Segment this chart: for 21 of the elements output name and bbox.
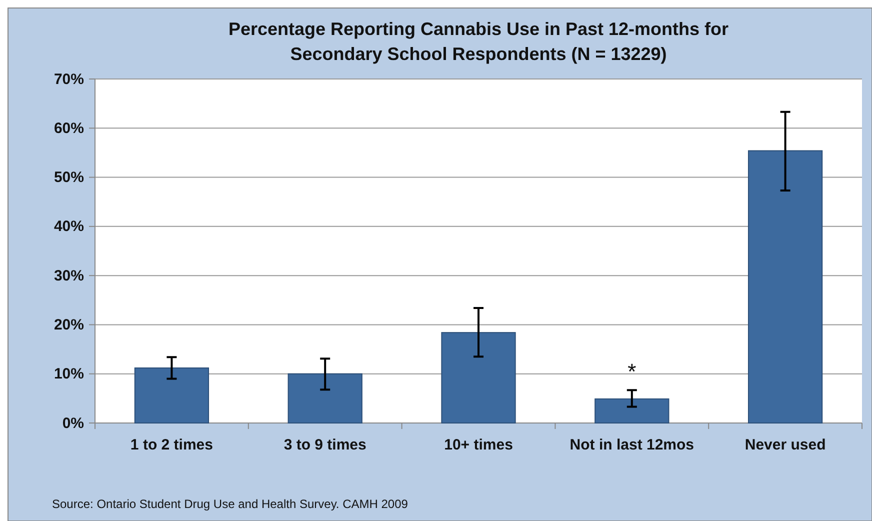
annotation: *	[628, 359, 637, 384]
y-tick-label: 10%	[54, 366, 84, 383]
bar	[134, 367, 210, 424]
bar	[441, 332, 516, 424]
bar	[288, 373, 362, 424]
x-tick-label: 10+ times	[444, 436, 513, 454]
x-tick-label: Not in last 12mos	[570, 436, 694, 454]
y-tick-label: 60%	[54, 120, 84, 137]
source-note: Source: Ontario Student Drug Use and Health Survey. CAMH 2009	[52, 497, 408, 511]
x-tick-label: 3 to 9 times	[284, 436, 366, 454]
y-tick-label: 0%	[62, 414, 84, 432]
y-tick-label: 30%	[54, 267, 84, 284]
bar	[594, 398, 670, 424]
y-tick-label: 70%	[54, 70, 84, 88]
x-tick-label: Never used	[744, 436, 826, 454]
bar	[748, 150, 823, 424]
y-tick-label: 20%	[54, 316, 84, 334]
y-tick-label: 50%	[54, 169, 84, 186]
y-tick-label: 40%	[54, 218, 84, 236]
chart-title: Percentage Reporting Cannabis Use in Past 12-months for Secondary School Respondents (N = 13229)	[228, 19, 729, 64]
x-tick-label: 1 to 2 times	[130, 436, 213, 454]
